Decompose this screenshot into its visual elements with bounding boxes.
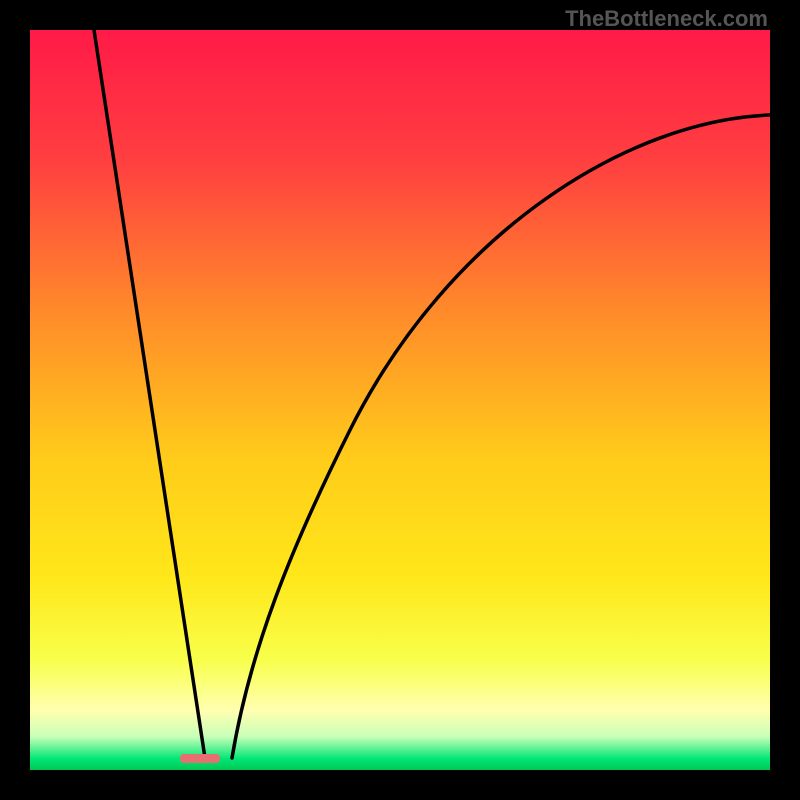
bottleneck-marker xyxy=(180,754,220,763)
bottleneck-curves xyxy=(30,30,770,770)
left-curve-line xyxy=(94,30,205,758)
plot-area xyxy=(30,30,770,770)
right-curve-path xyxy=(232,115,770,758)
watermark-text: TheBottleneck.com xyxy=(565,6,768,32)
